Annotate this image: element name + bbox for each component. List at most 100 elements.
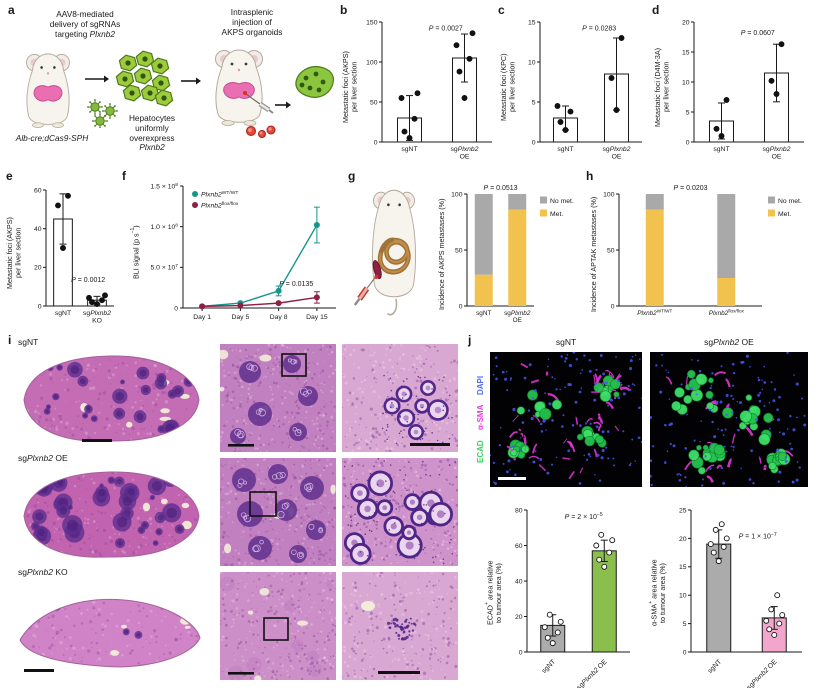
injection-caption: Intrasplenic injection of AKPS organoids (221, 7, 283, 37)
ecad-chart-y-axis-label: ECAD+ area relative to tumour area (%) (484, 560, 504, 626)
panel-label-e: e (6, 169, 13, 183)
svg-text:P = 0.0135: P = 0.0135 (279, 281, 313, 288)
if-column-label-oe: sgPlxnb2 OE (704, 337, 754, 347)
panel-j: j sgNT sgPlxnb2 OE ECAD α-SMA DAPI ECAD+… (464, 332, 812, 692)
svg-text:P = 0.0607: P = 0.0607 (741, 30, 775, 37)
svg-text:Met.: Met. (778, 211, 791, 218)
panel-h-y-axis-label: Incidence of APTAK metastases (%) (589, 196, 598, 312)
aav-delivery-caption: AAV8-mediated delivery of sgRNAs targeting… (49, 9, 121, 39)
histology-row-label-ko: sgPlxnb2 KO (18, 567, 68, 577)
svg-text:60: 60 (34, 187, 42, 194)
svg-text:150: 150 (366, 19, 378, 26)
svg-text:sgNT: sgNT (476, 310, 491, 317)
svg-text:P = 1 × 10−7: P = 1 × 10−7 (738, 532, 776, 541)
panel-e: e Metastatic foci (AKPS) per liver sectio… (2, 170, 120, 330)
panel-d-y-axis-label: Metastatic foci (D4M-3A) per liver sectio… (653, 47, 671, 127)
panel-label-a: a (8, 3, 15, 17)
svg-text:100: 100 (451, 191, 463, 198)
liver-histology-image-oe (220, 458, 336, 566)
svg-text:0: 0 (610, 303, 614, 310)
panel-b: b Metastatic foci (AKPS) per liver sectio… (338, 4, 496, 166)
panel-c-chart: 0 5 10 15 sgNT sgPlxnb2 OE P = 0.0283 (517, 10, 646, 164)
svg-text:20: 20 (515, 614, 523, 621)
sma-chart-y-axis-label: α-SMA+ area relative to tumour area (%) (648, 559, 668, 627)
panel-i: i sgNT sgPlxnb2 OE sgPlxnb2 KO (4, 332, 462, 692)
if-column-label-sgnt: sgNT (555, 337, 577, 347)
panel-h: h Incidence of APTAK metastases (%) 0 50 1… (584, 170, 812, 332)
svg-text:40: 40 (34, 226, 42, 233)
liver-section-image-ko (19, 598, 201, 672)
svg-text:5.0 × 107: 5.0 × 107 (151, 263, 179, 272)
organoid-icons (246, 125, 276, 138)
svg-text:Met.: Met. (550, 211, 563, 218)
panel-label-g: g (348, 169, 356, 183)
svg-text:0: 0 (38, 303, 42, 310)
svg-text:5: 5 (532, 99, 536, 106)
svg-text:P = 0.0513: P = 0.0513 (483, 185, 517, 192)
svg-text:0: 0 (374, 139, 378, 146)
histology-row-label-sgnt: sgNT (18, 337, 39, 347)
svg-text:1.5 × 108: 1.5 × 108 (151, 182, 179, 191)
svg-text:80: 80 (515, 507, 523, 514)
stain-label-asma: α-SMA (476, 405, 485, 431)
svg-text:sgPlxnb2 OE: sgPlxnb2 OE (575, 658, 608, 688)
svg-text:10: 10 (679, 593, 687, 600)
svg-text:5: 5 (682, 621, 686, 628)
svg-text:sgNT: sgNT (706, 658, 722, 674)
svg-text:P = 0.0283: P = 0.0283 (582, 25, 616, 32)
svg-text:sgPlxnb2 OE: sgPlxnb2 OE (745, 658, 778, 688)
svg-text:0: 0 (518, 649, 522, 656)
stain-legend-label: ECAD α-SMA DAPI (476, 352, 485, 487)
svg-text:P = 0.0203: P = 0.0203 (673, 185, 707, 192)
arrow-icon (85, 75, 109, 83)
panel-label-j: j (468, 333, 472, 347)
panel-c: c Metastatic foci (KPC) per liver section… (496, 4, 648, 166)
hepatocyte-cluster-icon (115, 50, 174, 107)
liver-histology-zoom-oe (342, 458, 458, 566)
mouse-with-syringe-icon (215, 49, 274, 126)
svg-text:P = 2 × 10−5: P = 2 × 10−5 (564, 512, 602, 521)
panel-label-c: c (498, 3, 505, 17)
histology-row-label-oe: sgPlxnb2 OE (18, 453, 68, 463)
liver-section-image-sgnt (23, 355, 200, 442)
svg-text:Plxnb2WT/WT: Plxnb2WT/WT (201, 190, 238, 199)
panel-a: a AAV8-mediated delivery of sgRNAs targeti… (4, 4, 338, 168)
svg-text:20: 20 (679, 536, 687, 543)
liver-histology-zoom-ko (342, 572, 458, 680)
svg-text:50: 50 (370, 99, 378, 106)
if-image-sgnt (490, 352, 642, 487)
panel-label-i: i (8, 333, 12, 347)
panel-label-h: h (586, 169, 594, 183)
svg-text:Day 15: Day 15 (306, 314, 328, 321)
svg-text:sgNT: sgNT (558, 146, 574, 153)
panel-g-chart: 0 50 100 sgNT sgPlxnb2 OE No met. Met. P = 0.051… (447, 180, 580, 328)
panel-label-b: b (340, 3, 348, 17)
svg-text:1.0 × 108: 1.0 × 108 (151, 222, 179, 231)
svg-text:10: 10 (682, 79, 690, 86)
arrow-icon (275, 101, 291, 109)
stain-label-ecad: ECAD (476, 440, 485, 464)
panel-c-y-axis-label: Metastatic foci (KPC) per liver section (499, 53, 517, 121)
svg-text:40: 40 (515, 578, 523, 585)
panel-b-y-axis-label: Metastatic foci (AKPS) per liver section (341, 51, 359, 123)
svg-text:60: 60 (515, 543, 523, 550)
metastatic-liver-icon (295, 65, 335, 98)
liver-histology-zoom-sgnt (342, 344, 458, 452)
svg-text:No met.: No met. (778, 198, 802, 205)
intrasplenic-injection-mouse-icon (353, 189, 417, 316)
svg-text:sgNT: sgNT (402, 146, 418, 153)
sma-area-chart: 0 5 10 15 20 25 sgNT sgPlxnb2 OE P = 1 × 10−7 (668, 498, 806, 688)
panel-f: f BLI signal (p s−1) 0 5.0 × 107 1.0 × 108… (120, 170, 346, 330)
panel-label-d: d (652, 3, 660, 17)
mouse-icon (26, 53, 70, 128)
panel-f-y-axis-label: BLI signal (p s−1) (130, 225, 141, 279)
svg-text:0: 0 (686, 139, 690, 146)
svg-text:Plxnb2flox/flox: Plxnb2flox/flox (201, 201, 239, 210)
svg-text:20: 20 (682, 19, 690, 26)
panel-g: g Incidence of AKPS metastases (%) 0 50 10… (346, 170, 582, 332)
